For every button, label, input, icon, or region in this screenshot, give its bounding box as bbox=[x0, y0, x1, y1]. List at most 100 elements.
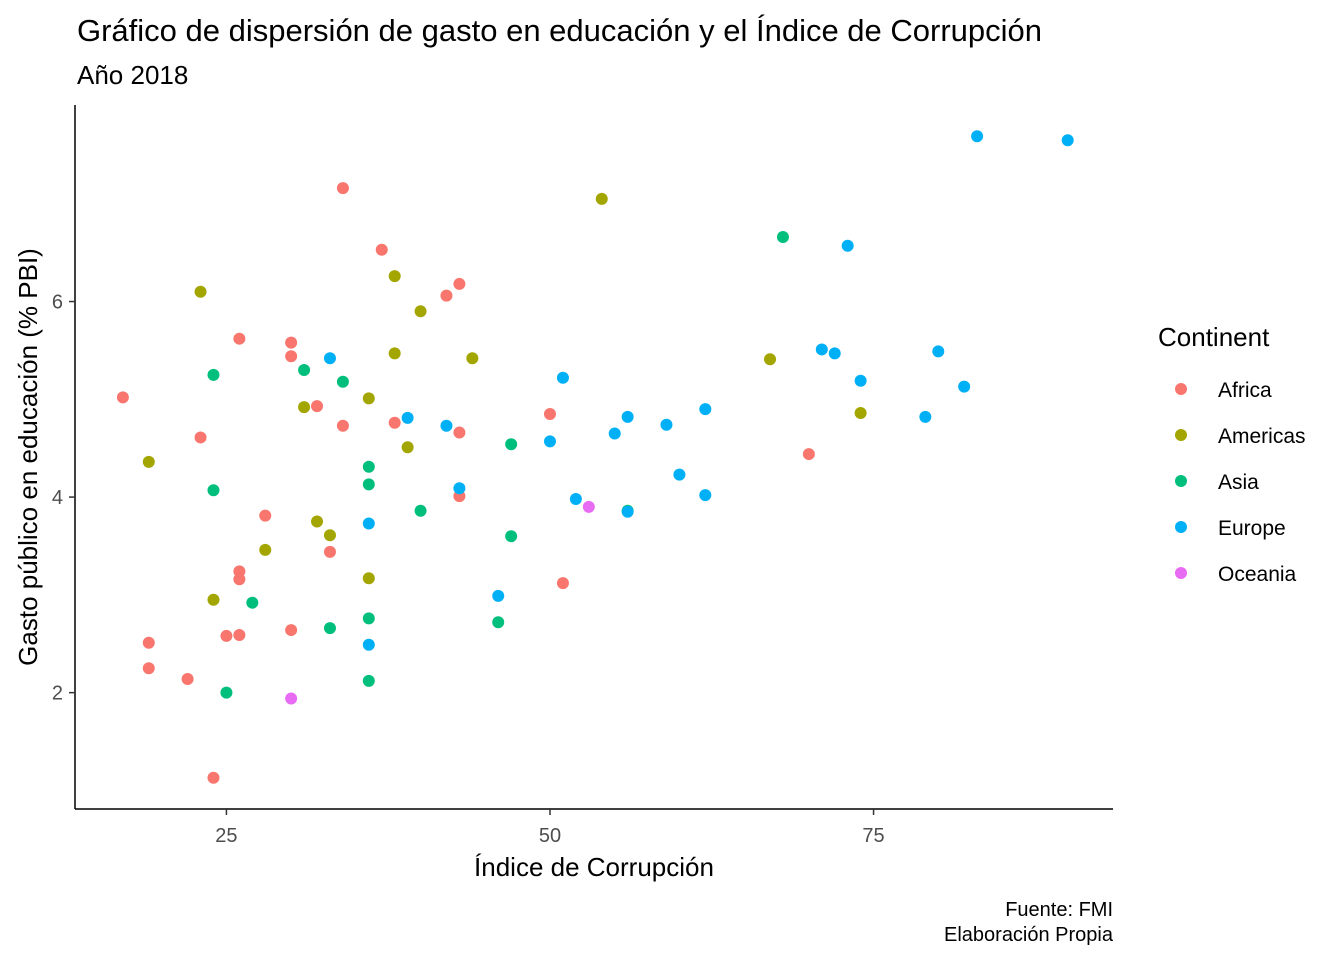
data-point-europe bbox=[699, 489, 712, 502]
caption-source: Fuente: FMI bbox=[1005, 899, 1113, 921]
data-point-americas bbox=[311, 515, 324, 528]
data-point-americas bbox=[259, 543, 272, 556]
data-point-africa bbox=[233, 628, 246, 641]
data-point-europe bbox=[673, 468, 686, 481]
x-axis-label: Índice de Corrupción bbox=[474, 852, 714, 882]
data-point-asia bbox=[336, 375, 349, 388]
data-point-africa bbox=[543, 407, 556, 420]
data-point-asia bbox=[362, 478, 375, 491]
data-point-africa bbox=[440, 289, 453, 302]
chart-title: Gráfico de dispersión de gasto en educac… bbox=[77, 13, 1042, 48]
data-point-africa bbox=[233, 332, 246, 345]
data-point-europe bbox=[1061, 134, 1074, 147]
data-point-europe bbox=[854, 374, 867, 387]
data-point-europe bbox=[362, 517, 375, 530]
data-point-asia bbox=[505, 530, 518, 543]
data-point-asia bbox=[207, 484, 220, 497]
data-point-europe bbox=[492, 589, 505, 602]
data-point-asia bbox=[207, 368, 220, 381]
data-point-americas bbox=[323, 529, 336, 542]
series-americas bbox=[142, 192, 867, 606]
data-point-africa bbox=[207, 771, 220, 784]
legend-key-asia bbox=[1175, 475, 1187, 487]
caption-author: Elaboración Propia bbox=[944, 924, 1114, 946]
legend-label: Americas bbox=[1218, 425, 1306, 448]
data-point-asia bbox=[246, 596, 259, 609]
data-point-europe bbox=[362, 638, 375, 651]
data-point-europe bbox=[919, 410, 932, 423]
x-tick-label: 50 bbox=[539, 825, 561, 847]
data-point-africa bbox=[142, 662, 155, 675]
legend: Continent Africa Americas Asia Europe Oceani… bbox=[1158, 322, 1306, 586]
legend-key-americas bbox=[1175, 429, 1187, 441]
data-point-americas bbox=[401, 441, 414, 454]
series-asia bbox=[207, 231, 789, 699]
data-point-europe bbox=[440, 419, 453, 432]
data-point-oceania bbox=[285, 692, 298, 705]
legend-key-europe bbox=[1175, 521, 1187, 533]
chart-subtitle: Año 2018 bbox=[77, 60, 188, 90]
legend-label: Oceania bbox=[1218, 563, 1297, 586]
data-point-europe bbox=[556, 371, 569, 384]
data-point-asia bbox=[298, 363, 311, 376]
data-point-asia bbox=[323, 622, 336, 635]
y-tick-label: 2 bbox=[52, 683, 63, 705]
x-tick-label: 25 bbox=[215, 825, 237, 847]
data-point-americas bbox=[854, 407, 867, 419]
data-point-asia bbox=[505, 438, 518, 451]
data-point-africa bbox=[285, 350, 298, 363]
data-point-europe bbox=[621, 410, 634, 423]
data-point-africa bbox=[453, 426, 466, 439]
x-tick-label: 75 bbox=[862, 825, 884, 847]
data-point-asia bbox=[362, 460, 375, 473]
legend-key-africa bbox=[1175, 383, 1187, 395]
data-point-africa bbox=[181, 672, 194, 685]
series-oceania bbox=[285, 500, 595, 705]
legend-key-oceania bbox=[1175, 567, 1187, 579]
data-point-asia bbox=[220, 686, 233, 699]
data-point-africa bbox=[336, 182, 349, 195]
data-point-europe bbox=[621, 505, 634, 518]
series-africa bbox=[116, 182, 815, 784]
y-tick-label: 4 bbox=[52, 487, 63, 509]
data-point-asia bbox=[362, 612, 375, 625]
legend-label: Africa bbox=[1218, 379, 1272, 402]
data-point-asia bbox=[414, 504, 427, 517]
data-point-africa bbox=[453, 277, 466, 290]
data-point-asia bbox=[362, 674, 375, 687]
data-point-americas bbox=[142, 455, 155, 468]
data-point-europe bbox=[323, 352, 336, 365]
data-point-africa bbox=[259, 509, 272, 522]
data-point-africa bbox=[142, 636, 155, 649]
data-point-africa bbox=[336, 419, 349, 432]
legend-label: Europe bbox=[1218, 517, 1286, 540]
data-point-europe bbox=[815, 343, 828, 356]
legend-label: Asia bbox=[1218, 471, 1259, 494]
data-point-africa bbox=[311, 400, 324, 413]
data-point-africa bbox=[285, 624, 298, 637]
data-point-africa bbox=[233, 573, 246, 586]
y-axis-label: Gasto público en educación (% PBI) bbox=[13, 248, 43, 666]
data-point-europe bbox=[660, 418, 673, 431]
data-point-americas bbox=[388, 347, 401, 360]
data-point-asia bbox=[776, 231, 789, 243]
y-tick-label: 6 bbox=[52, 292, 63, 314]
data-point-americas bbox=[207, 593, 220, 606]
data-point-africa bbox=[323, 545, 336, 558]
data-point-africa bbox=[116, 391, 129, 404]
data-point-africa bbox=[556, 577, 569, 590]
data-point-americas bbox=[764, 353, 777, 366]
data-point-americas bbox=[362, 392, 375, 405]
data-point-africa bbox=[802, 448, 815, 461]
series-europe bbox=[323, 130, 1074, 651]
data-point-europe bbox=[932, 345, 945, 358]
data-point-europe bbox=[608, 427, 621, 440]
legend-title: Continent bbox=[1158, 322, 1270, 352]
data-point-europe bbox=[828, 347, 841, 360]
data-point-africa bbox=[388, 416, 401, 429]
data-point-europe bbox=[401, 411, 414, 424]
data-point-europe bbox=[971, 130, 984, 143]
data-point-europe bbox=[569, 493, 582, 506]
data-point-africa bbox=[194, 431, 207, 444]
data-point-americas bbox=[194, 285, 207, 298]
